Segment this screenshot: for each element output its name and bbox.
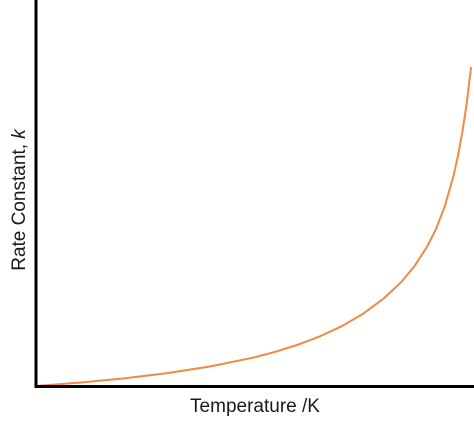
series-line-0 (35, 66, 472, 387)
plot-area (35, 66, 472, 387)
x-axis-label: Temperature /K (190, 396, 320, 417)
y-axis-label-symbol: k (9, 128, 30, 139)
y-axis-label: Rate Constant, k (9, 128, 30, 271)
y-axis-label-text: Rate Constant, (9, 139, 30, 271)
